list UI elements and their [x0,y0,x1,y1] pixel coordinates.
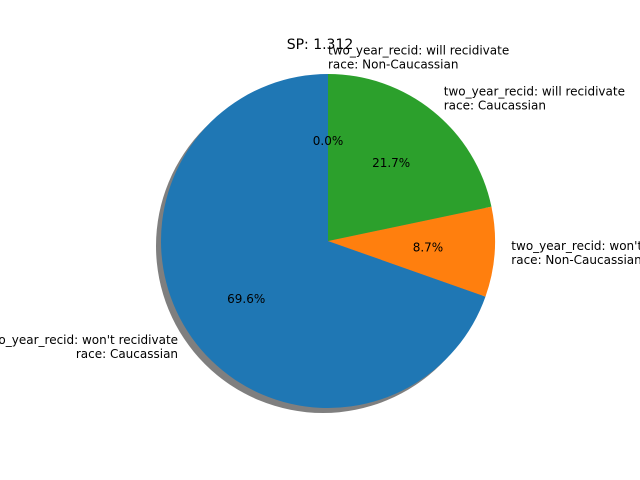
pie-slice-1 [328,206,495,297]
pie-slice-2 [328,74,492,241]
pie-slice-3-label: two_year_recid: will recidivate race: Non… [328,43,509,71]
pie-slice-3-percent: 0.0% [313,134,344,148]
pie-slice-2-label-line-0: two_year_recid: will recidivate [444,84,625,98]
pie-slice-0 [161,74,486,409]
pie-slice-1-percent: 8.7% [413,241,444,255]
pie-slice-0-label-line-0: two_year_recid: won't recidivate [0,333,178,347]
pie-slices [161,74,495,409]
pie-slice-0-percent: 69.6% [227,292,265,306]
pie-slice-0-label: two_year_recid: won't recidivate race: Ca… [0,333,178,361]
pie-slice-2-label-line-1: race: Caucassian [444,98,546,112]
pie-slice-0-label-line-1: race: Caucassian [76,347,178,361]
pie-slice-3-label-line-0: two_year_recid: will recidivate [328,43,509,57]
chart-title: SP: 1.312 [287,37,354,53]
pie-slice-1-label-line-0: two_year_recid: won't recidivate [511,239,640,253]
pie-slice-1-label-line-1: race: Non-Caucassian [511,253,640,267]
pie-slice-3-label-line-1: race: Non-Caucassian [328,57,458,71]
pie-labels: 69.6%two_year_recid: won't recidivate rac… [0,43,640,361]
pie-slice-2-percent: 21.7% [372,156,410,170]
pie-slice-2-label: two_year_recid: will recidivate race: Cau… [444,84,625,112]
